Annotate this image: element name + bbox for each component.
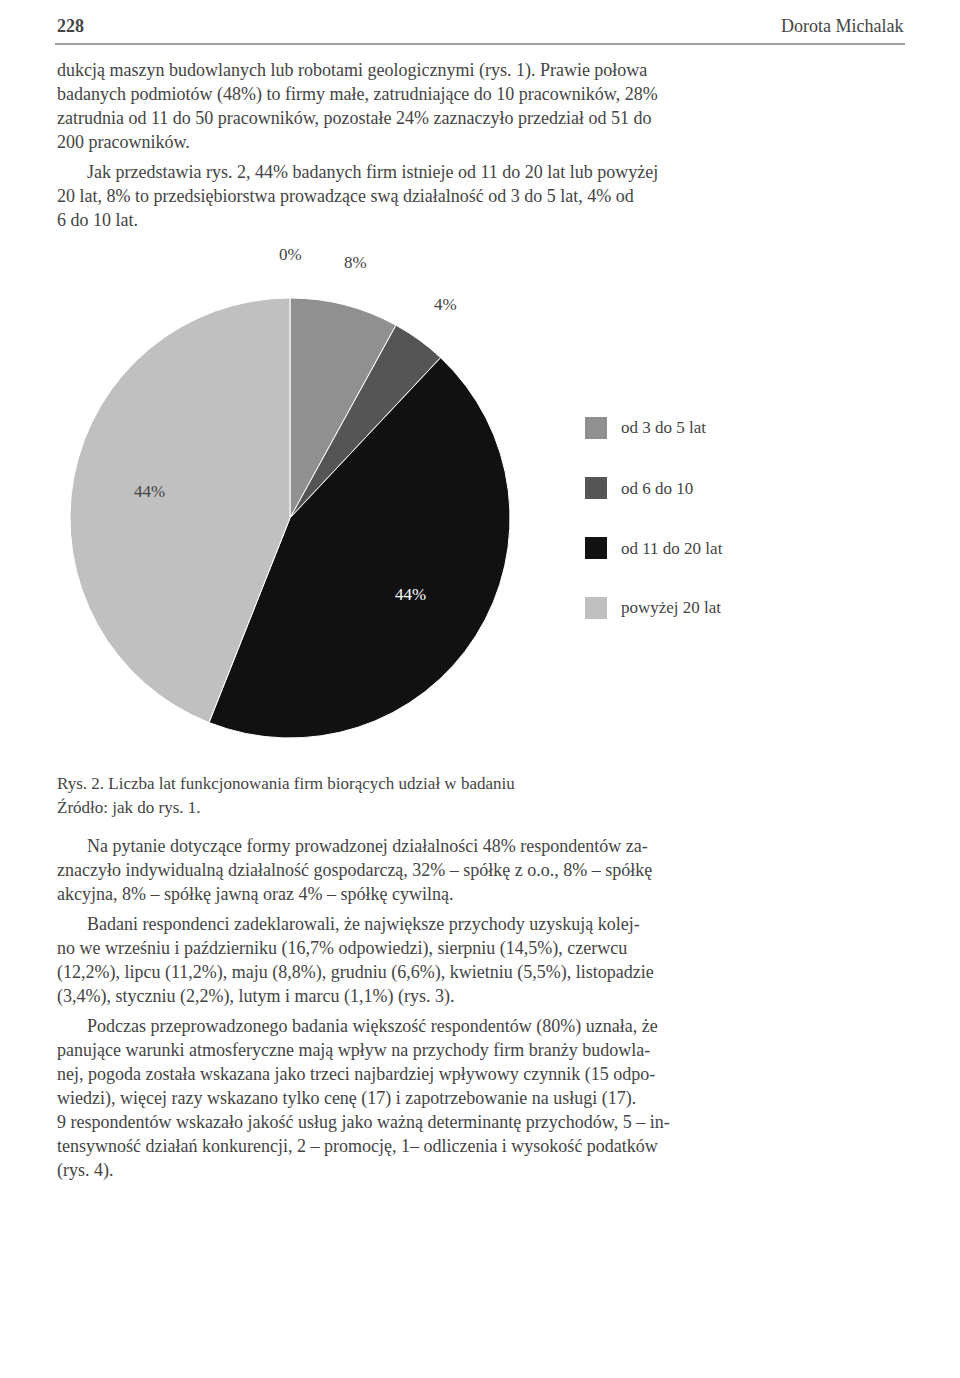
svg-text:0%: 0% (279, 245, 302, 264)
svg-text:6 do 10 lat.: 6 do 10 lat. (57, 210, 138, 230)
svg-text:wiedzi), więcej razy wskazano: wiedzi), więcej razy wskazano tylko cenę… (57, 1088, 636, 1109)
svg-text:od 11 do 20 lat: od 11 do 20 lat (621, 539, 723, 558)
svg-text:znaczyło indywidualną działaln: znaczyło indywidualną działalność gospod… (57, 860, 652, 880)
svg-text:panujące warunki atmosferyczne: panujące warunki atmosferyczne mają wpły… (57, 1040, 650, 1060)
svg-text:20 lat, 8% to przedsiębiorstwa: 20 lat, 8% to przedsiębiorstwa prowadząc… (57, 186, 634, 206)
svg-text:9 respondentów wskazało jakość: 9 respondentów wskazało jakość usług jak… (57, 1112, 670, 1132)
svg-text:(rys. 4).: (rys. 4). (57, 1160, 114, 1181)
svg-text:powyżej 20 lat: powyżej 20 lat (621, 598, 721, 617)
svg-text:Rys. 2. Liczba lat funkcjonowa: Rys. 2. Liczba lat funkcjonowania firm b… (57, 774, 515, 793)
svg-text:44%: 44% (395, 585, 426, 604)
svg-text:200 pracowników.: 200 pracowników. (57, 132, 190, 152)
svg-text:228: 228 (57, 16, 84, 36)
svg-text:od 3 do 5 lat: od 3 do 5 lat (621, 418, 706, 437)
svg-text:Podczas przeprowadzonego badan: Podczas przeprowadzonego badania większo… (87, 1016, 658, 1037)
svg-text:Badani respondenci zadeklarowa: Badani respondenci zadeklarowali, że naj… (87, 914, 640, 934)
svg-text:badanych podmiotów (48%) to fi: badanych podmiotów (48%) to firmy małe, … (57, 84, 658, 105)
svg-text:Na pytanie dotyczące formy pro: Na pytanie dotyczące formy prowadzonej d… (87, 836, 648, 856)
svg-text:Źródło: jak do rys. 1.: Źródło: jak do rys. 1. (57, 798, 201, 817)
svg-text:Jak przedstawia rys. 2, 44% ba: Jak przedstawia rys. 2, 44% badanych fir… (87, 162, 658, 182)
svg-text:(3,4%), styczniu (2,2%), lutym: (3,4%), styczniu (2,2%), lutym i marcu (… (57, 986, 454, 1007)
svg-text:dukcją maszyn budowlanych lub: dukcją maszyn budowlanych lub robotami g… (57, 60, 647, 81)
svg-text:no we wrześniu i październiku: no we wrześniu i październiku (16,7% odp… (57, 938, 627, 959)
svg-text:tensywność działań konkurencji: tensywność działań konkurencji, 2 – prom… (57, 1136, 658, 1156)
svg-text:4%: 4% (434, 295, 457, 314)
svg-text:nej, pogoda została wskazana j: nej, pogoda została wskazana jako trzeci… (57, 1064, 655, 1085)
svg-text:zatrudnia od 11 do 50 pracowni: zatrudnia od 11 do 50 pracowników, pozos… (57, 108, 651, 128)
svg-text:44%: 44% (134, 482, 165, 501)
svg-text:Dorota Michalak: Dorota Michalak (781, 16, 903, 36)
svg-text:od 6 do 10: od 6 do 10 (621, 479, 693, 498)
svg-text:(12,2%), lipcu (11,2%), maju (: (12,2%), lipcu (11,2%), maju (8,8%), gru… (57, 962, 654, 983)
svg-text:akcyjna, 8% – spółkę jawną ora: akcyjna, 8% – spółkę jawną oraz 4% – spó… (57, 884, 453, 904)
svg-text:8%: 8% (344, 253, 367, 272)
